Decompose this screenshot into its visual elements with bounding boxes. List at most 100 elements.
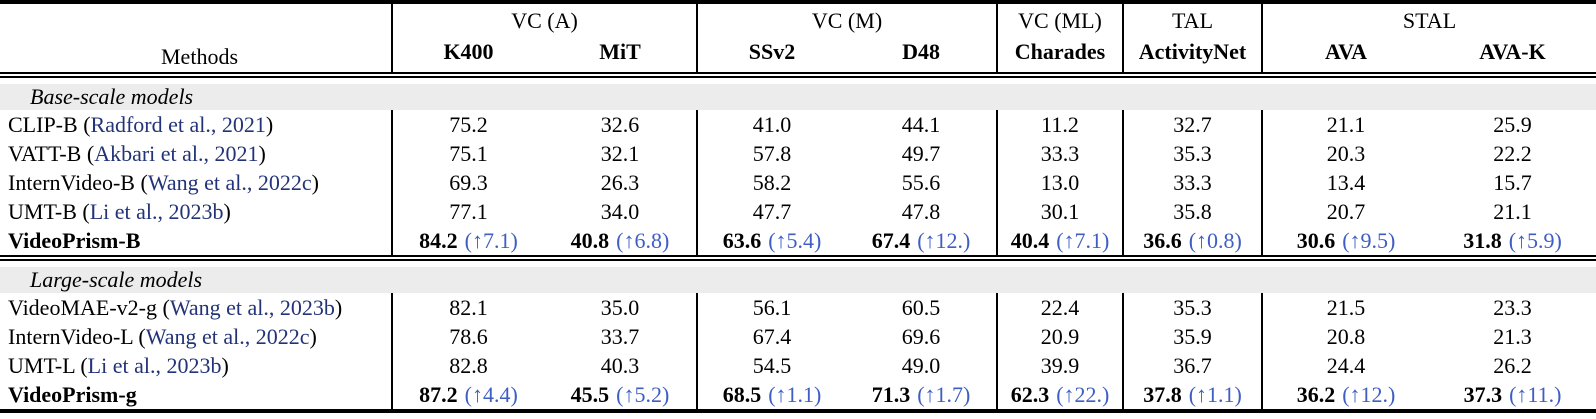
- score-cell: 33.3: [1122, 168, 1263, 197]
- score-cell: 21.1: [1493, 199, 1532, 224]
- delta-badge: (↑0.8): [1188, 228, 1242, 253]
- column-header-ava-k: AVA-K: [1479, 39, 1546, 64]
- method-cell: VideoMAE-v2-g (Wang et al., 2023b): [0, 293, 392, 322]
- citation-close-paren: ): [223, 199, 231, 224]
- group-header-vc-ml: VC (ML): [996, 2, 1124, 36]
- score-cell: 22.4: [996, 293, 1124, 322]
- citation-open-paren: (: [74, 353, 88, 378]
- delta-badge: (↑11.): [1509, 382, 1562, 407]
- score-cell: 63.6 (↑5.4): [696, 226, 847, 258]
- group-header-vc-a: VC (A): [390, 2, 698, 36]
- citation-link[interactable]: Radford et al., 2021: [90, 112, 266, 137]
- delta-badge: (↑5.9): [1508, 228, 1562, 253]
- score-value: 40.8: [570, 228, 610, 253]
- score-cell: 45.5 (↑5.2): [544, 380, 697, 411]
- table-row: CLIP-B (Radford et al., 2021) 75.2 32.6 …: [0, 110, 1596, 139]
- citation-close-paren: ): [311, 170, 319, 195]
- citation-link[interactable]: Wang et al., 2022c: [147, 170, 312, 195]
- score-cell: 75.1: [391, 139, 544, 168]
- methods-column-header: Methods: [161, 44, 238, 69]
- method-cell: InternVideo-L (Wang et al., 2022c): [0, 322, 392, 351]
- score-cell: 36.7: [1122, 351, 1263, 380]
- delta-badge: (↑5.2): [616, 382, 670, 407]
- citation-link[interactable]: Wang et al., 2022c: [145, 324, 310, 349]
- score-cell: 35.0: [600, 295, 640, 320]
- score-cell: 20.8: [1261, 322, 1430, 351]
- method-cell: UMT-L (Li et al., 2023b): [0, 351, 392, 380]
- score-cell: 22.2: [1493, 141, 1532, 166]
- score-cell: 40.4 (↑7.1): [996, 226, 1124, 258]
- section-band: Large-scale models: [0, 255, 1596, 293]
- citation-close-paren: ): [334, 295, 343, 320]
- method-cell: CLIP-B (Radford et al., 2021): [0, 110, 392, 139]
- table-row: InternVideo-B (Wang et al., 2022c) 69.3 …: [0, 168, 1596, 197]
- score-cell: 69.3: [391, 168, 544, 197]
- score-cell: 21.3: [1493, 324, 1532, 349]
- citation-open-paren: (: [81, 141, 95, 166]
- column-header-k400: K400: [391, 36, 544, 75]
- score-cell: 77.1: [391, 197, 544, 226]
- score-cell: 57.8: [696, 139, 847, 168]
- citation-link[interactable]: Akbari et al., 2021: [94, 141, 259, 166]
- score-cell: 56.1: [696, 293, 847, 322]
- score-cell: 49.7: [901, 141, 941, 166]
- group-header-vc-m: VC (M): [696, 2, 998, 36]
- score-value: 31.8: [1463, 228, 1502, 253]
- score-value: 37.8: [1143, 382, 1182, 407]
- score-cell: 25.9: [1493, 112, 1532, 137]
- citation-link[interactable]: Li et al., 2023b: [89, 199, 224, 224]
- delta-badge: (↑6.8): [616, 228, 670, 253]
- citation-close-paren: ): [221, 353, 229, 378]
- method-name: CLIP-B: [8, 112, 78, 137]
- table-row: VATT-B (Akbari et al., 2021) 75.1 32.1 5…: [0, 139, 1596, 168]
- score-cell: 35.8: [1122, 197, 1263, 226]
- score-cell: 40.8 (↑6.8): [544, 226, 697, 258]
- table-row: UMT-L (Li et al., 2023b) 82.8 40.3 54.5 …: [0, 351, 1596, 380]
- score-cell: 24.4: [1261, 351, 1430, 380]
- method-name: VideoPrism-g: [8, 382, 137, 407]
- score-cell: 54.5: [696, 351, 847, 380]
- table-row: UMT-B (Li et al., 2023b) 77.1 34.0 47.7 …: [0, 197, 1596, 226]
- section-label: Large-scale models: [0, 267, 1596, 293]
- score-cell: 67.4 (↑12.): [846, 226, 997, 258]
- method-cell: VideoPrism-g: [0, 380, 392, 411]
- score-cell: 55.6: [901, 170, 941, 195]
- score-cell: 20.7: [1261, 197, 1430, 226]
- delta-badge: (↑12.): [1342, 382, 1396, 407]
- score-cell: 13.4: [1261, 168, 1430, 197]
- score-value: 40.4: [1010, 228, 1050, 253]
- score-value: 62.3: [1010, 382, 1050, 407]
- score-cell: 15.7: [1493, 170, 1532, 195]
- score-cell: 67.4: [696, 322, 847, 351]
- method-cell: VATT-B (Akbari et al., 2021): [0, 139, 392, 168]
- citation-open-paren: (: [134, 170, 148, 195]
- score-value: 67.4: [871, 228, 911, 253]
- score-cell: 26.3: [600, 170, 640, 195]
- score-cell: 30.1: [996, 197, 1124, 226]
- method-cell: VideoPrism-B: [0, 226, 392, 258]
- score-cell: 35.3: [1122, 293, 1263, 322]
- score-value: 45.5: [570, 382, 610, 407]
- group-header-stal: STAL: [1261, 2, 1596, 36]
- delta-badge: (↑12.): [917, 228, 971, 253]
- score-cell: 30.6 (↑9.5): [1261, 226, 1430, 258]
- citation-link[interactable]: Li et al., 2023b: [87, 353, 222, 378]
- citation-link[interactable]: Wang et al., 2023b: [169, 295, 335, 320]
- score-cell: 87.2 (↑4.4): [391, 380, 544, 411]
- score-value: 87.2: [419, 382, 458, 407]
- score-cell: 84.2 (↑7.1): [391, 226, 544, 258]
- score-cell: 60.5: [901, 295, 941, 320]
- column-header-mit: MiT: [599, 39, 641, 64]
- score-value: 84.2: [419, 228, 458, 253]
- score-value: 68.5: [722, 382, 762, 407]
- section-header-row: Large-scale models: [0, 255, 1596, 293]
- delta-badge: (↑1.1): [1188, 382, 1242, 407]
- score-cell: 75.2: [391, 110, 544, 139]
- score-cell: 37.3 (↑11.): [1429, 380, 1596, 411]
- score-cell: 58.2: [696, 168, 847, 197]
- method-name: VATT-B: [8, 141, 82, 166]
- method-name: UMT-L: [8, 353, 75, 378]
- score-cell: 36.2 (↑12.): [1261, 380, 1430, 411]
